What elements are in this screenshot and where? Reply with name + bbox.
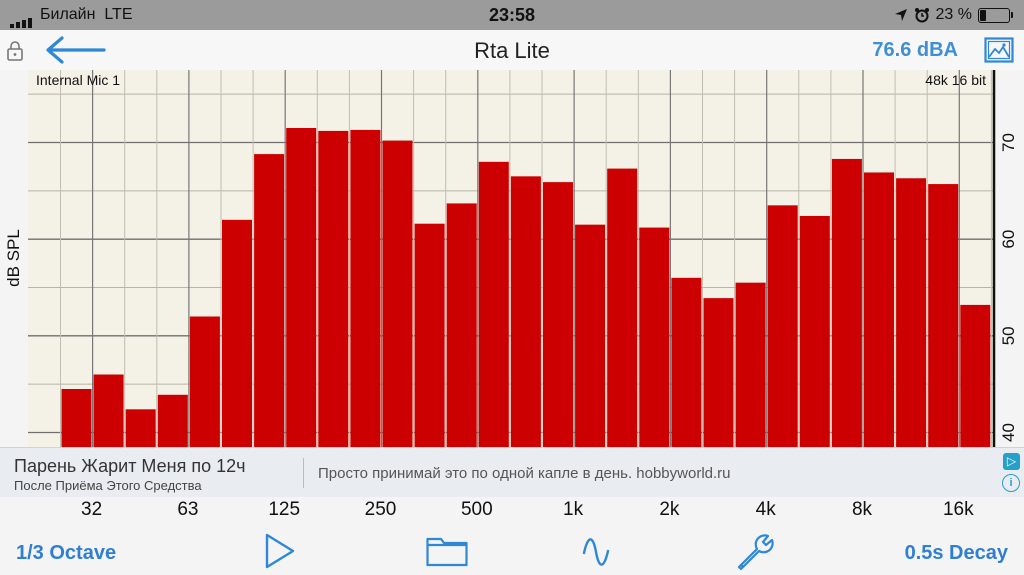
band-bar <box>928 184 959 447</box>
band-bar <box>222 219 252 447</box>
x-tick-label: 63 <box>177 499 199 520</box>
y-tick-label: 40 <box>999 423 1018 442</box>
rta-chart: dB SPL 40 50 60 70 Internal Mic 1 48k 16 bi… <box>0 70 1024 447</box>
signal-icon <box>10 10 34 28</box>
y-tick-label: 70 <box>999 133 1018 152</box>
band-bar <box>543 182 573 447</box>
x-tick-label: 500 <box>460 499 493 520</box>
ad-banner[interactable]: Парень Жарит Меня по 12ч После Приёма Эт… <box>0 447 1024 498</box>
band-bar <box>735 282 766 447</box>
band-bar <box>446 203 477 447</box>
band-bar <box>478 161 509 447</box>
y-tick-label: 50 <box>999 326 1018 345</box>
x-tick-label: 2k <box>659 499 680 520</box>
status-right: 23 % <box>894 6 1013 24</box>
spl-readout[interactable]: 76.6 dBA <box>872 39 958 61</box>
band-bar <box>61 389 92 447</box>
band-bar <box>254 154 285 447</box>
x-tick-label: 125 <box>268 499 301 520</box>
status-bar: Билайн LTE 23:58 23 % <box>0 0 1024 30</box>
page-title: Rta Lite <box>474 38 550 63</box>
folder-icon[interactable] <box>426 535 468 567</box>
band-bar <box>831 158 862 447</box>
clock: 23:58 <box>488 5 536 25</box>
alarm-icon <box>914 8 929 23</box>
network-type: LTE <box>104 6 133 23</box>
band-bar <box>189 316 220 447</box>
ad-subline[interactable]: После Приёма Этого Средства <box>14 478 202 493</box>
ad-info-icon[interactable]: i <box>1002 474 1020 492</box>
band-bar <box>799 215 830 447</box>
sample-format-label: 48k 16 bit <box>925 72 986 88</box>
back-arrow-icon[interactable] <box>44 36 106 64</box>
ad-headline[interactable]: Парень Жарит Меня по 12ч <box>14 456 246 476</box>
carrier: Билайн LTE <box>40 6 133 24</box>
x-tick-label: 4k <box>755 499 776 520</box>
battery-percent: 23 % <box>935 6 972 23</box>
battery-icon <box>978 7 1013 23</box>
band-bar <box>575 224 606 447</box>
x-axis: 32 63 125 250 500 1k 2k 4k 8k 16k <box>0 497 1024 525</box>
wrench-icon[interactable] <box>735 531 777 571</box>
band-bar <box>286 128 317 447</box>
play-icon[interactable] <box>264 533 296 569</box>
band-bar <box>671 277 702 447</box>
band-bar <box>864 172 894 447</box>
ad-divider <box>303 458 304 488</box>
octave-button[interactable]: 1/3 Octave <box>16 542 117 564</box>
band-bar <box>607 168 638 447</box>
band-bar <box>510 176 541 447</box>
y-tick-label: 60 <box>999 230 1018 249</box>
band-bar <box>382 140 413 447</box>
decay-button[interactable]: 0.5s Decay <box>904 542 1008 564</box>
ad-text[interactable]: Просто принимай это по одной капле в ден… <box>318 465 731 482</box>
band-bar <box>93 374 124 447</box>
bottom-toolbar: 1/3 Octave 0.5s Decay <box>0 525 1024 575</box>
carrier-name: Билайн <box>40 6 96 23</box>
image-icon[interactable] <box>984 37 1014 63</box>
band-bar <box>767 205 798 447</box>
x-tick-label: 250 <box>364 499 397 520</box>
lock-icon[interactable] <box>6 40 24 62</box>
band-bar <box>703 298 734 447</box>
x-tick-label: 32 <box>81 499 103 520</box>
band-bar <box>896 178 927 447</box>
band-bar <box>960 304 991 447</box>
band-bar <box>157 394 188 447</box>
x-tick-label: 16k <box>942 499 974 520</box>
ad-play-icon[interactable]: ▷ <box>1003 453 1020 470</box>
band-bar <box>350 129 381 447</box>
spectrum-plot: 40 50 60 70 <box>28 70 1018 447</box>
location-icon <box>894 9 907 21</box>
band-bar <box>318 130 349 447</box>
band-bar <box>414 223 445 447</box>
x-tick-label: 8k <box>851 499 873 520</box>
x-tick-label: 1k <box>563 499 584 520</box>
wave-icon[interactable] <box>582 537 610 567</box>
input-source-label: Internal Mic 1 <box>36 72 121 88</box>
band-bar <box>639 227 670 447</box>
band-bar <box>125 409 156 447</box>
nav-bar: Rta Lite 76.6 dBA <box>0 30 1024 70</box>
